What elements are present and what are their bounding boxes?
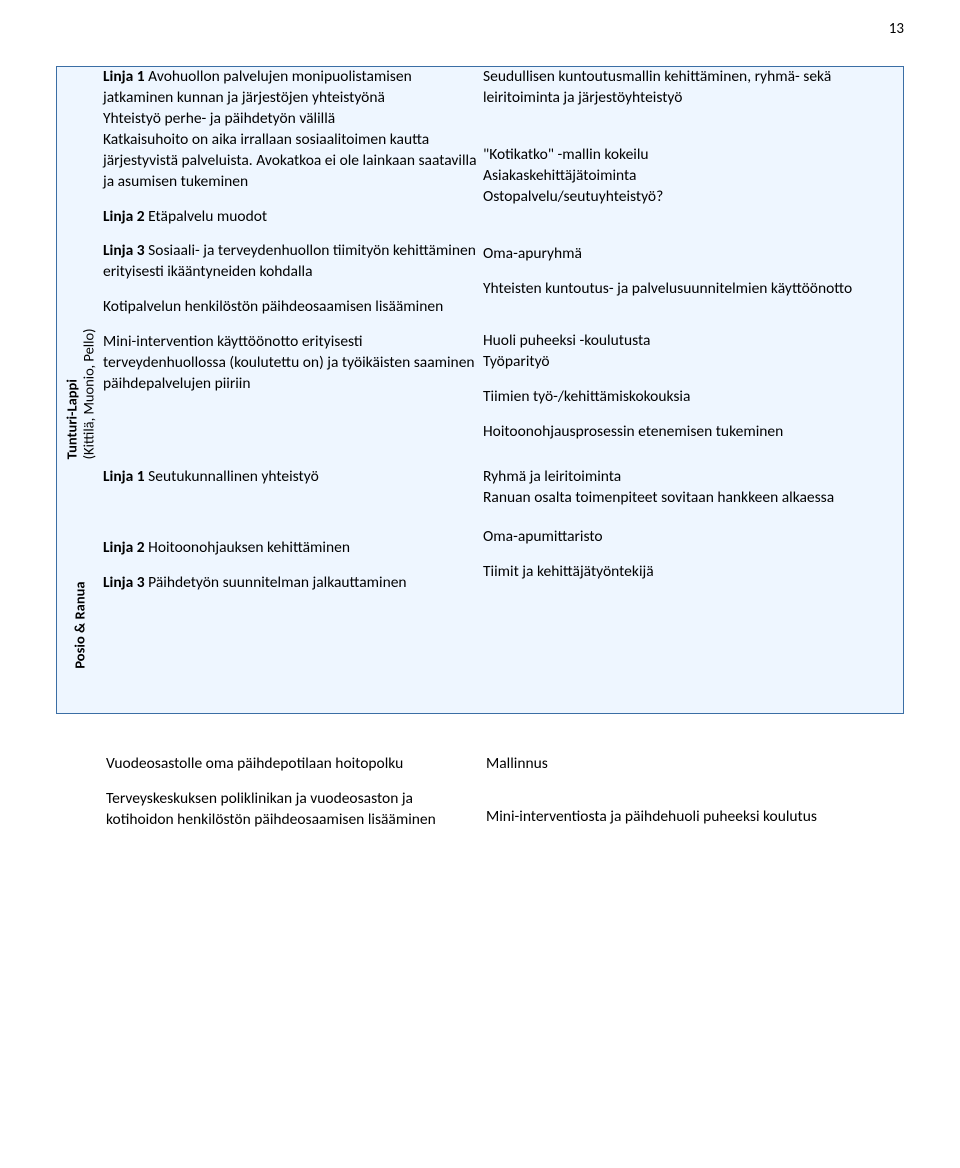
linja2-text: Etäpalvelu muodot — [145, 207, 267, 226]
linja2-block: Linja 2 Etäpalvelu muodot — [103, 207, 483, 228]
region-title: Tunturi-Lappi — [63, 328, 80, 459]
linja1-item-b: Katkaisuhoito on aika irrallaan sosiaali… — [103, 130, 483, 193]
left-col: Linja 1 Seutukunnallinen yhteistyö Linja… — [103, 467, 483, 677]
linja3-block: Linja 3 Päihdetyön suunnitelman jalkautt… — [103, 573, 483, 594]
loose-table: Vuodeosastolle oma päihdepotilaan hoitop… — [56, 754, 904, 845]
terveyskeskus-block: Terveyskeskuksen poliklinikan ja vuodeos… — [106, 789, 474, 831]
table-row: Posio & Ranua Linja 1 Seutukunnallinen y… — [57, 467, 903, 677]
table-row: Tunturi-Lappi (Kittilä, Muonio, Pello) L… — [57, 67, 903, 467]
region-label: Tunturi-Lappi (Kittilä, Muonio, Pello) — [63, 328, 96, 459]
right-col: Seudullisen kuntoutusmallin kehittäminen… — [483, 67, 903, 467]
left-col: Linja 1 Avohuollon palvelujen monipuolis… — [103, 67, 483, 467]
linja3-label: Linja 3 — [103, 573, 145, 592]
mini-koulutus: Mini-interventiosta ja päihdehuoli puhee… — [486, 807, 896, 828]
linja2-text: Hoitoonohjauksen kehittäminen — [145, 538, 350, 557]
r7a: Huoli puheeksi -koulutusta — [483, 331, 903, 352]
linja3-text: Sosiaali- ja terveydenhuollon tiimityön … — [103, 241, 476, 281]
right-col: Mallinnus Mini-interventiosta ja päihdeh… — [482, 754, 904, 845]
vuodeosasto-block: Vuodeosastolle oma päihdepotilaan hoitop… — [106, 754, 474, 775]
r6: Yhteisten kuntoutus- ja palvelusuunnitel… — [483, 279, 903, 300]
r8b: Hoitoonohjausprosessin etenemisen tukemi… — [483, 422, 903, 443]
linja1-text: Avohuollon palvelujen monipuolistamisen … — [103, 67, 412, 107]
spacer — [103, 502, 483, 538]
linja2-block: Linja 2 Hoitoonohjauksen kehittäminen — [103, 538, 483, 559]
page-number: 13 — [889, 20, 904, 38]
spacer — [483, 509, 903, 527]
r1: Seudullisen kuntoutusmallin kehittäminen… — [483, 67, 903, 109]
region-title: Posio & Ranua — [72, 582, 89, 669]
r7b: Työparityö — [483, 352, 903, 373]
linja1-text: Seutukunnallinen yhteistyö — [145, 467, 319, 486]
region-cell-tunturi: Tunturi-Lappi (Kittilä, Muonio, Pello) — [57, 67, 103, 467]
r5: Oma-apuryhmä — [483, 244, 903, 265]
linja3-label: Linja 3 — [103, 241, 145, 260]
mini-intervention-block: Mini-intervention käyttöönotto erityises… — [103, 332, 483, 395]
linja1-label: Linja 1 — [103, 67, 145, 86]
linja2-label: Linja 2 — [103, 207, 145, 226]
spacer — [486, 789, 896, 807]
linja1-item-a: Yhteistyö perhe- ja päihdetyön välillä — [103, 109, 483, 130]
mallinnus: Mallinnus — [486, 754, 896, 775]
r1: Ryhmä ja leiritoiminta — [483, 467, 903, 488]
spacer — [483, 208, 903, 244]
r4: Tiimit ja kehittäjätyöntekijä — [483, 562, 903, 583]
kotipalvelu-block: Kotipalvelun henkilöstön päihdeosaamisen… — [103, 297, 483, 318]
linja1-label: Linja 1 — [103, 467, 145, 486]
spacer — [483, 313, 903, 331]
linja2-label: Linja 2 — [103, 538, 145, 557]
r2: Ranuan osalta toimenpiteet sovitaan hank… — [483, 488, 903, 509]
r3: Asiakaskehittäjätoiminta — [483, 166, 903, 187]
content-table: Tunturi-Lappi (Kittilä, Muonio, Pello) L… — [57, 67, 903, 713]
linja1-block: Linja 1 Avohuollon palvelujen monipuolis… — [103, 67, 483, 193]
spacer — [483, 123, 903, 145]
r8a: Tiimien työ-/kehittämiskokouksia — [483, 387, 903, 408]
left-col: Vuodeosastolle oma päihdepotilaan hoitop… — [102, 754, 482, 845]
region-cell-posio: Posio & Ranua — [57, 467, 103, 677]
region-subtitle: (Kittilä, Muonio, Pello) — [80, 328, 97, 459]
spacer-row — [57, 677, 903, 713]
page: 13 Tunturi-Lappi (Kittilä, Muonio, Pello… — [0, 0, 960, 1168]
r2: "Kotikatko" -mallin kokeilu — [483, 145, 903, 166]
region-label: Posio & Ranua — [72, 582, 89, 669]
linja3-text: Päihdetyön suunnitelman jalkauttaminen — [145, 573, 407, 592]
spacer — [483, 408, 903, 422]
framed-table: Tunturi-Lappi (Kittilä, Muonio, Pello) L… — [56, 66, 904, 714]
linja3-block: Linja 3 Sosiaali- ja terveydenhuollon ti… — [103, 241, 483, 283]
right-col: Ryhmä ja leiritoiminta Ranuan osalta toi… — [483, 467, 903, 677]
empty-region-cell — [56, 754, 102, 845]
r3: Oma-apumittaristo — [483, 527, 903, 548]
linja1-block: Linja 1 Seutukunnallinen yhteistyö — [103, 467, 483, 488]
spacer — [483, 373, 903, 387]
table-row: Vuodeosastolle oma päihdepotilaan hoitop… — [56, 754, 904, 845]
r4: Ostopalvelu/seutuyhteistyö? — [483, 187, 903, 208]
